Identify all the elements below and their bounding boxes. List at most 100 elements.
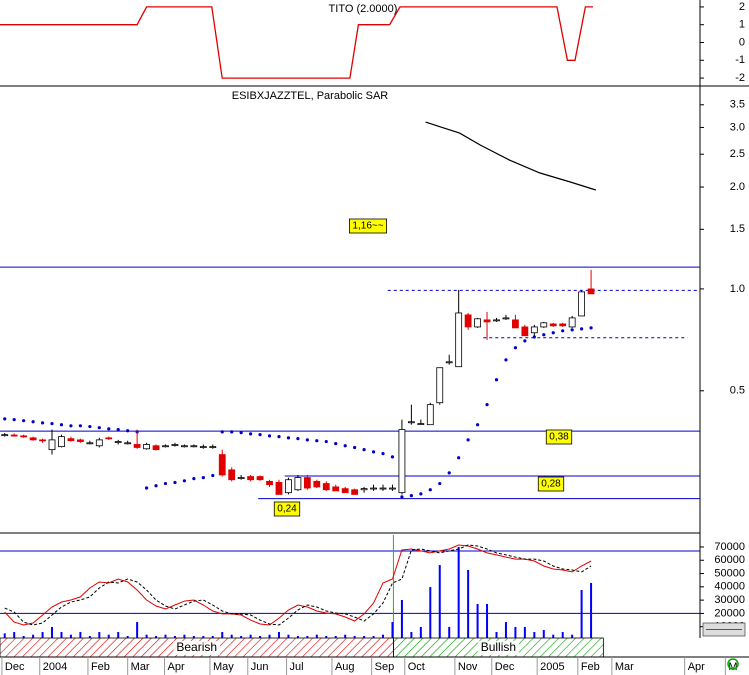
candle-body [285, 479, 292, 494]
candle-body [530, 326, 538, 334]
y-tick-label: 60000 [714, 554, 745, 566]
sar-dot [513, 346, 518, 350]
sar-dot [570, 328, 574, 332]
sar-dot [116, 427, 120, 432]
candle-body [133, 444, 141, 448]
sar-dot [126, 429, 130, 433]
candle-body [483, 319, 491, 323]
volume-bar [325, 636, 328, 638]
candle-body [303, 477, 311, 489]
level-label-box [349, 218, 387, 234]
sar-dot [239, 431, 243, 435]
sar-dot [438, 481, 442, 486]
sar-dot [504, 358, 508, 362]
sar-dot [59, 423, 64, 427]
candle-body [398, 429, 406, 494]
sar-dot [97, 426, 101, 430]
x-tick-label: 2005 [540, 661, 564, 673]
volume-bar [202, 636, 205, 638]
candle-body [171, 444, 179, 446]
x-tick-label: Jun [251, 661, 269, 673]
y-tick-label: 1.5 [730, 223, 745, 235]
y-tick-label: 0 [739, 36, 745, 48]
sar-dot [249, 432, 253, 436]
level-label: 0,28 [541, 479, 561, 490]
y-tick-label: 2.5 [730, 148, 745, 160]
candle-body [152, 445, 160, 451]
sar-dot [371, 450, 376, 454]
volume-bar [249, 634, 252, 638]
candle-body [199, 446, 207, 449]
x-tick-label: Dec [495, 661, 515, 673]
sar-dot [428, 488, 432, 492]
candle-body [20, 435, 28, 438]
volume-bar [164, 634, 167, 638]
moving-average [4, 544, 592, 626]
volume-bar [51, 626, 54, 638]
y-tick-label: -1 [735, 54, 745, 66]
volume-bar [183, 634, 186, 638]
indicator-line [0, 6, 593, 79]
sar-dot [192, 477, 196, 481]
sar-dot [154, 484, 158, 488]
candle-body [587, 288, 595, 295]
x-tick-label: Apr [688, 661, 705, 673]
candle-body [294, 477, 302, 491]
volume-bar [552, 634, 555, 638]
volume-bar [69, 634, 72, 638]
candle-body [445, 361, 453, 364]
sar-dot [561, 329, 565, 333]
sar-dot [182, 479, 187, 483]
sar-dot [324, 439, 328, 444]
region-label: Bullish [481, 640, 516, 654]
sar-dot [107, 427, 111, 431]
volume-bar [13, 632, 16, 638]
candle-body [247, 476, 255, 481]
volume-bar [32, 634, 35, 638]
sar-dot [580, 327, 584, 331]
level-label: 0,24 [277, 504, 297, 515]
sar-dot [258, 433, 262, 437]
sar-dot [343, 444, 347, 448]
level-label: 0,38 [549, 432, 569, 443]
candle-body [464, 314, 472, 328]
trend-line [425, 121, 596, 191]
sar-dot [551, 331, 555, 335]
x-tick-label: Apr [168, 661, 185, 673]
x-tick-label: Aug [335, 661, 355, 673]
volume-bar [514, 626, 517, 638]
candle-body [512, 319, 519, 329]
volume-bar [145, 634, 148, 638]
candle-body [426, 404, 434, 426]
y-tick-label: 3.5 [730, 99, 745, 111]
candle-body [10, 434, 18, 437]
volume-bar [155, 636, 158, 638]
volume-bar [126, 636, 129, 638]
sar-dot [69, 424, 73, 428]
candle-body [568, 317, 576, 328]
sar-dot [523, 339, 527, 343]
candle-body [559, 323, 567, 327]
candle-body [360, 488, 368, 491]
y-tick-label: 20000 [714, 607, 745, 619]
candle-body [86, 442, 94, 445]
volume-bar [259, 636, 262, 638]
volume-bar [486, 603, 489, 638]
y-tick-label: 1.0 [730, 283, 745, 295]
sar-dot [78, 424, 82, 428]
volume-bar [363, 636, 366, 638]
volume-bar [571, 634, 574, 638]
sar-dot [542, 333, 546, 337]
sar-dot [88, 424, 92, 429]
candle-body [48, 439, 56, 451]
volume-bar [296, 636, 299, 638]
sar-dot [286, 436, 291, 440]
sar-dot [296, 437, 300, 441]
sar-dot [390, 455, 395, 459]
candle-body [322, 483, 330, 491]
candle-body [407, 421, 415, 424]
candle-body [143, 444, 150, 450]
candle-body [209, 446, 217, 449]
volume-bar [561, 632, 564, 638]
volume-bar [382, 634, 385, 638]
